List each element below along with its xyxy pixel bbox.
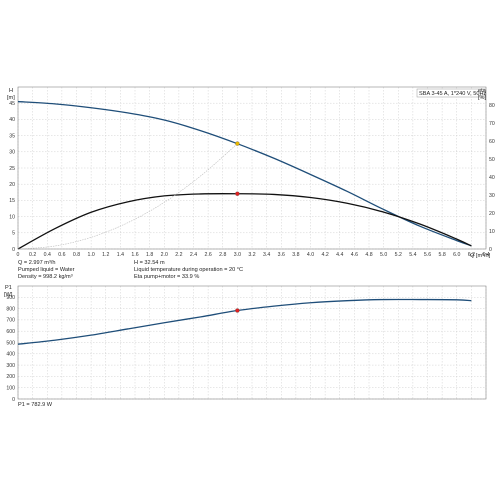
upper-plot-frame	[17, 86, 487, 250]
x-tick-label: 4.4	[336, 252, 343, 258]
x-tick-label: 2.8	[219, 252, 226, 258]
x-tick-label: 6.2	[468, 252, 475, 258]
x-tick-label: 1.8	[146, 252, 153, 258]
x-tick-label: 3.0	[234, 252, 241, 258]
x-tick-label: 1.6	[131, 252, 138, 258]
x-tick-label: 1.2	[102, 252, 109, 258]
duty-point-marker	[235, 191, 240, 196]
x-tick-label: 5.6	[424, 252, 431, 258]
subtitle-box	[416, 88, 486, 98]
y-left-tick-label: 20	[9, 182, 15, 188]
duty-point-marker	[235, 141, 240, 146]
p1-tick-label: 100	[6, 386, 15, 392]
x-tick-label: 0.6	[58, 252, 65, 258]
system-curve	[17, 143, 238, 250]
info-density: Density = 998.2 kg/m³	[18, 274, 73, 280]
x-tick-label: 1.0	[88, 252, 95, 258]
x-tick-label: 5.0	[380, 252, 387, 258]
eta-axis-title: eta	[478, 88, 487, 94]
y-right-tick-label: 30	[489, 193, 495, 199]
p1-tick-label: 300	[6, 363, 15, 369]
power-duty-point-marker	[235, 308, 240, 313]
info-temperature: Liquid temperature during operation = 20…	[134, 267, 243, 273]
chart-tick-labels: 0 0.2 0.4 0.6 0.8 1.0 1.2 1.4 1.6 1.8 2.0 2.2 2.4 2.6…	[6, 101, 495, 403]
y-left-tick-label: 30	[9, 150, 15, 156]
y-right-tick-label: 0	[489, 247, 492, 253]
y-left-tick-label: 45	[9, 101, 15, 107]
x-tick-label: 2.0	[161, 252, 168, 258]
y-left-tick-label: 5	[12, 231, 15, 237]
y-right-tick-label: 10	[489, 229, 495, 235]
x-tick-label: 0	[17, 252, 20, 258]
q-axis-label: Q [m³/h]	[470, 253, 491, 259]
x-tick-label: 5.8	[439, 252, 446, 258]
eta-axis-unit: [%]	[478, 95, 487, 101]
p1-tick-label: 500	[6, 340, 15, 346]
info-q: Q = 2.997 m³/h	[18, 260, 55, 266]
x-tick-label: 0.4	[44, 252, 51, 258]
p1-tick-label: 600	[6, 329, 15, 335]
chart-frames	[17, 86, 487, 400]
x-tick-label: 6.4	[482, 252, 489, 258]
y-left-tick-label: 15	[9, 198, 15, 204]
p1-axis-unit: [W]	[4, 292, 13, 298]
p1-tick-label: 800	[6, 306, 15, 312]
p1-tick-label: 200	[6, 374, 15, 380]
y-right-tick-label: 50	[489, 157, 495, 163]
y-left-tick-label: 35	[9, 133, 15, 139]
y-left-tick-label: 10	[9, 214, 15, 220]
chart-curves	[17, 100, 472, 345]
x-tick-label: 2.4	[190, 252, 197, 258]
y-left-tick-label: 0	[12, 247, 15, 253]
h-axis-unit: [m]	[7, 95, 15, 101]
p1-tick-label: 900	[6, 295, 15, 301]
h-axis-title: H	[9, 88, 13, 94]
x-tick-label: 6.0	[453, 252, 460, 258]
p1-tick-label: 0	[12, 397, 15, 403]
info-head: H = 32.54 m	[134, 260, 165, 266]
x-tick-label: 2.2	[175, 252, 182, 258]
x-tick-label: 4.6	[351, 252, 358, 258]
info-liquid: Pumped liquid = Water	[18, 267, 75, 273]
y-right-tick-label: 40	[489, 175, 495, 181]
x-tick-label: 3.2	[248, 252, 255, 258]
power-curve	[17, 298, 472, 345]
y-right-tick-label: 20	[489, 211, 495, 217]
x-tick-label: 0.2	[29, 252, 36, 258]
pump-subtitle: SBA 3-45 A, 1*240 V, 50Hz	[419, 91, 486, 97]
head-curve	[17, 100, 472, 247]
info-efficiency: Eta pump+motor = 33.9 %	[134, 274, 199, 280]
p1-tick-label: 700	[6, 318, 15, 324]
efficiency-curve	[17, 193, 472, 250]
x-tick-label: 1.4	[117, 252, 124, 258]
y-right-tick-label: 60	[489, 139, 495, 145]
y-left-tick-label: 40	[9, 117, 15, 123]
y-right-tick-label: 80	[489, 103, 495, 109]
x-tick-label: 4.8	[365, 252, 372, 258]
x-tick-label: 4.2	[322, 252, 329, 258]
x-tick-label: 5.4	[409, 252, 416, 258]
p1-tick-label: 400	[6, 352, 15, 358]
x-tick-label: 3.6	[278, 252, 285, 258]
p1-axis-title: P1	[5, 285, 12, 291]
lower-chart-grid	[17, 286, 487, 400]
x-tick-label: 3.4	[263, 252, 270, 258]
y-right-tick-label: 70	[489, 121, 495, 127]
x-tick-label: 4.0	[307, 252, 314, 258]
lower-plot-frame	[17, 285, 487, 400]
x-tick-label: 3.8	[292, 252, 299, 258]
x-tick-label: 0.8	[73, 252, 80, 258]
x-tick-label: 5.2	[395, 252, 402, 258]
y-left-tick-label: 25	[9, 166, 15, 172]
x-tick-label: 2.6	[205, 252, 212, 258]
info-power: P1 = 782.9 W	[18, 402, 53, 408]
upper-chart-grid	[17, 87, 487, 250]
